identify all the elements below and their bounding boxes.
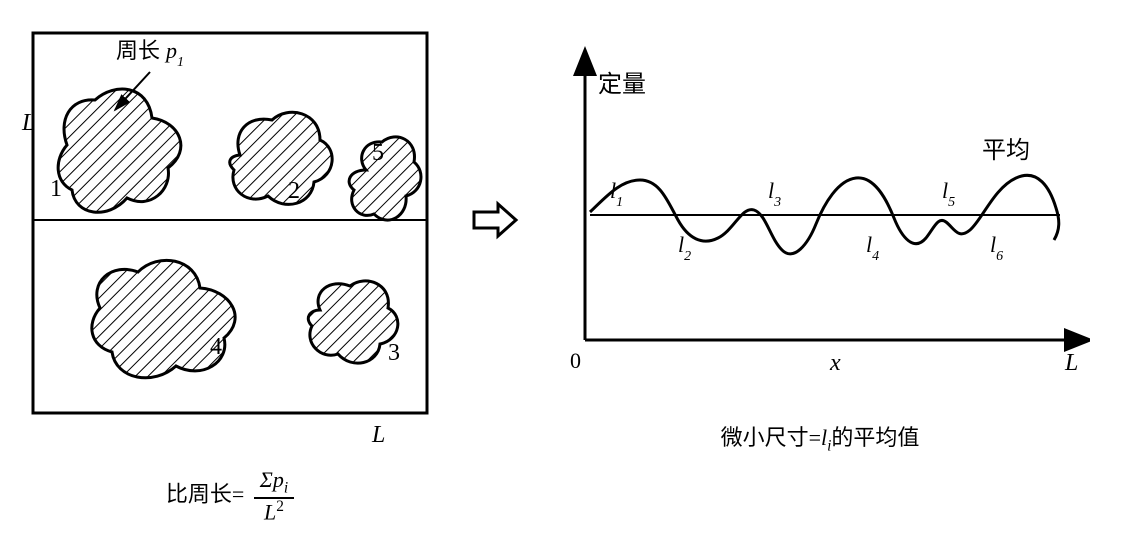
svg-text:4: 4: [210, 334, 222, 360]
left-equation: 比周长= ΣpiL2: [166, 468, 294, 525]
eq-prefix: 比周长=: [166, 481, 250, 506]
svg-text:周长: 周长: [116, 38, 160, 63]
right-panel: 定量 x L 0 平均 l1 l2 l3 l4 l5 l6 微小尺寸=li的平均值: [550, 20, 1090, 455]
svg-text:1: 1: [50, 176, 62, 202]
right-eq-text: 微小尺寸=li的平均值: [721, 425, 920, 450]
eq-den: L2: [254, 499, 294, 525]
big-arrow: [470, 200, 520, 240]
svg-text:l1: l1: [610, 178, 623, 210]
eq-num: Σpi: [254, 468, 294, 499]
svg-text:5: 5: [372, 140, 384, 166]
right-diagram: 定量 x L 0 平均 l1 l2 l3 l4 l5 l6: [550, 20, 1090, 390]
left-panel: 1 2 5 4 3 L L 周长p1 比周长= ΣpiL2: [20, 20, 440, 525]
svg-text:定量: 定量: [598, 71, 646, 98]
svg-text:L: L: [21, 110, 35, 136]
svg-text:L: L: [1064, 350, 1078, 376]
right-equation: 微小尺寸=li的平均值: [721, 420, 920, 455]
svg-text:l5: l5: [942, 178, 955, 210]
svg-text:平均: 平均: [982, 137, 1030, 164]
svg-text:2: 2: [288, 178, 300, 204]
svg-text:l4: l4: [866, 232, 879, 264]
svg-text:x: x: [829, 350, 841, 376]
figure-container: 1 2 5 4 3 L L 周长p1 比周长= ΣpiL2 定量 x L 0 平均 l1 l2 l3 l4 l5…: [20, 20, 1105, 525]
eq-fraction: ΣpiL2: [254, 468, 294, 525]
svg-text:0: 0: [570, 348, 581, 373]
transition-arrow-col: [470, 20, 520, 420]
svg-text:l2: l2: [678, 232, 691, 264]
svg-text:l6: l6: [990, 232, 1003, 264]
left-diagram: 1 2 5 4 3 L L 周长p1: [20, 20, 440, 450]
svg-text:3: 3: [388, 340, 400, 366]
svg-text:L: L: [371, 422, 385, 448]
svg-text:p1: p1: [164, 38, 184, 70]
svg-text:l3: l3: [768, 178, 781, 210]
